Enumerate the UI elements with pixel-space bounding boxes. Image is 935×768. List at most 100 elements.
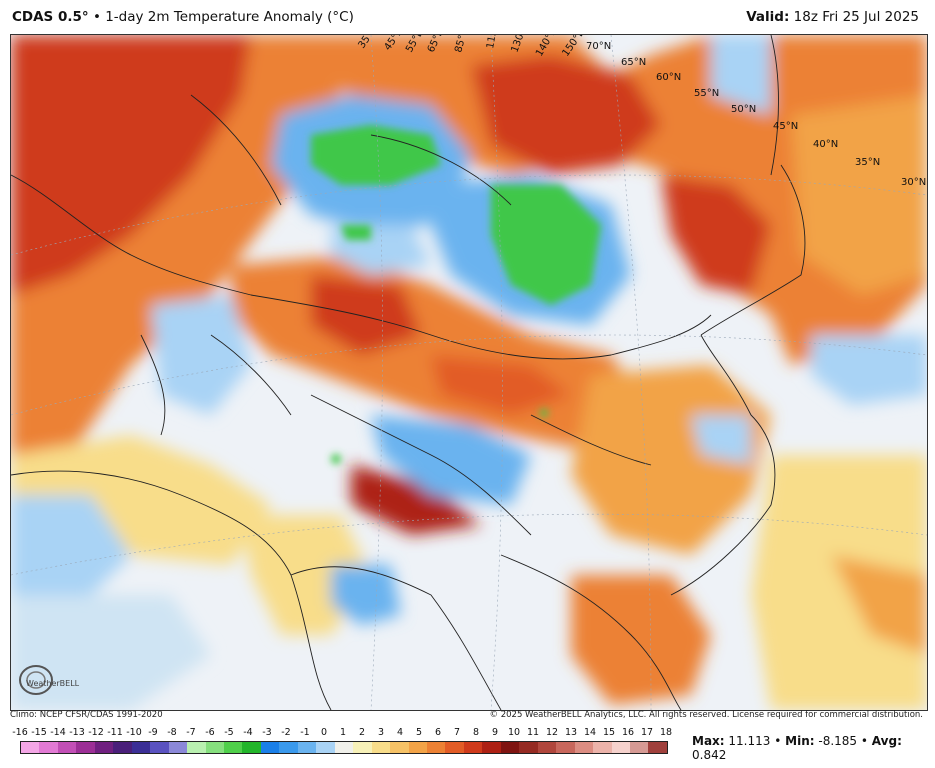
colorbar-swatch xyxy=(223,742,243,753)
colorbar-swatch xyxy=(408,742,427,753)
colorbar-swatch xyxy=(316,742,335,753)
colorbar-swatch xyxy=(482,742,501,753)
avg-value: 0.842 xyxy=(692,748,727,762)
colorbar-swatch xyxy=(611,742,630,753)
avg-label: Avg: xyxy=(871,734,902,748)
colorbar-tick-label: -16 xyxy=(12,727,28,738)
colorbar-tick-label: -14 xyxy=(50,727,66,738)
colorbar-tick-label: 5 xyxy=(415,727,423,738)
colorbar-tick-label: 16 xyxy=(621,727,635,738)
lat-label-45: 45°N xyxy=(773,121,798,132)
lat-label-55: 55°N xyxy=(694,88,719,99)
colorbar-tick-label: 0 xyxy=(320,727,328,738)
colorbar-tick-label: -8 xyxy=(167,727,177,738)
colorbar-tick-label: -2 xyxy=(281,727,291,738)
colorbar-tick-label: 11 xyxy=(526,727,540,738)
colorbar-swatch xyxy=(500,742,520,753)
colorbar-swatch xyxy=(76,742,95,753)
weatherbell-logo: WeatherBELL xyxy=(16,660,98,700)
colorbar-tick-label: 12 xyxy=(545,727,559,738)
colorbar-swatch xyxy=(537,742,557,753)
map-canvas: 70°N 65°N 60°N 55°N 50°N 45°N 40°N 35°N … xyxy=(11,35,927,710)
max-value: 11.113 xyxy=(728,734,771,748)
colorbar-tick-label: 2 xyxy=(358,727,366,738)
valid-time: Valid: 18z Fri 25 Jul 2025 xyxy=(746,9,919,25)
lat-label-30: 30°N xyxy=(901,177,926,188)
header-bar: CDAS 0.5° • 1-day 2m Temperature Anomaly… xyxy=(0,0,935,34)
map-title: CDAS 0.5° • 1-day 2m Temperature Anomaly… xyxy=(12,9,354,25)
valid-label: Valid: xyxy=(746,9,790,25)
colorbar-tick-label: -3 xyxy=(262,727,272,738)
colorbar-tick-label: -1 xyxy=(300,727,310,738)
product-name: • 1-day 2m Temperature Anomaly (°C) xyxy=(92,9,354,25)
valid-value: 18z Fri 25 Jul 2025 xyxy=(793,9,919,25)
colorbar-tick-label: -5 xyxy=(224,727,234,738)
colorbar-swatch xyxy=(94,742,114,753)
colorbar-swatch xyxy=(353,742,372,753)
colorbar-tick-label: 3 xyxy=(377,727,385,738)
colorbar-swatch xyxy=(150,742,169,753)
colorbar-swatch xyxy=(519,742,538,753)
colorbar-tick-label: -9 xyxy=(148,727,158,738)
logo-text: WeatherBELL xyxy=(26,679,80,688)
colorbar xyxy=(20,741,668,754)
colorbar-tick-label: 14 xyxy=(583,727,597,738)
max-label: Max: xyxy=(692,734,725,748)
colorbar-tick-label: -11 xyxy=(107,727,123,738)
colorbar-tick-label: 13 xyxy=(564,727,578,738)
lat-label-50: 50°N xyxy=(731,104,756,115)
colorbar-tick-label: -7 xyxy=(186,727,196,738)
colorbar-swatch xyxy=(574,742,594,753)
colorbar-tick-label: 1 xyxy=(339,727,347,738)
model-name: CDAS 0.5° xyxy=(12,9,89,25)
graticule xyxy=(11,35,927,710)
colorbar-tick-label: -10 xyxy=(126,727,142,738)
field-stats: Max: 11.113 • Min: -8.185 • Avg: 0.842 xyxy=(692,734,935,762)
map-borders xyxy=(11,35,806,710)
colorbar-swatch xyxy=(648,742,667,753)
colorbar-swatch xyxy=(556,742,575,753)
colorbar-tick-label: 4 xyxy=(396,727,404,738)
anomaly-map: 70°N 65°N 60°N 55°N 50°N 45°N 40°N 35°N … xyxy=(10,34,928,711)
lat-label-60: 60°N xyxy=(656,72,681,83)
lat-label-70: 70°N xyxy=(586,41,611,52)
copyright-note: © 2025 WeatherBELL Analytics, LLC. All r… xyxy=(489,710,923,720)
colorbar-swatch xyxy=(131,742,151,753)
min-label: Min: xyxy=(785,734,815,748)
colorbar-tick-label: -12 xyxy=(88,727,104,738)
colorbar-tick-label: 18 xyxy=(659,727,673,738)
colorbar-swatch xyxy=(426,742,446,753)
colorbar-swatch xyxy=(21,742,40,753)
colorbar-swatch xyxy=(445,742,464,753)
colorbar-swatch xyxy=(629,742,649,753)
colorbar-tick-label: 6 xyxy=(434,727,442,738)
colorbar-swatch xyxy=(371,742,391,753)
colorbar-tick-label: -6 xyxy=(205,727,215,738)
colorbar-swatch xyxy=(39,742,58,753)
climo-note: Climo: NCEP CFSR/CDAS 1991-2020 xyxy=(10,710,163,720)
colorbar-swatch xyxy=(242,742,261,753)
colorbar-swatch xyxy=(279,742,298,753)
stats-separator: • xyxy=(774,734,786,748)
colorbar-swatch xyxy=(297,742,317,753)
colorbar-tick-label: 17 xyxy=(640,727,654,738)
colorbar-tick-label: 9 xyxy=(491,727,499,738)
lat-label-35: 35°N xyxy=(855,157,880,168)
stats-separator: • xyxy=(860,734,872,748)
colorbar-tick-label: -4 xyxy=(243,727,253,738)
colorbar-swatch xyxy=(260,742,280,753)
anomaly-field xyxy=(11,35,927,710)
colorbar-tick-label: -13 xyxy=(69,727,85,738)
colorbar-tick-label: 8 xyxy=(472,727,480,738)
latitude-labels: 70°N 65°N 60°N 55°N 50°N 45°N 40°N 35°N … xyxy=(586,41,926,188)
colorbar-swatch xyxy=(205,742,224,753)
colorbar-swatch xyxy=(334,742,354,753)
colorbar-swatch xyxy=(57,742,77,753)
colorbar-swatch xyxy=(187,742,206,753)
lat-label-65: 65°N xyxy=(621,57,646,68)
colorbar-tick-label: 7 xyxy=(453,727,461,738)
colorbar-swatch xyxy=(593,742,612,753)
colorbar-tick-label: -15 xyxy=(31,727,47,738)
colorbar-tick-label: 10 xyxy=(507,727,521,738)
colorbar-tick-label: 15 xyxy=(602,727,616,738)
